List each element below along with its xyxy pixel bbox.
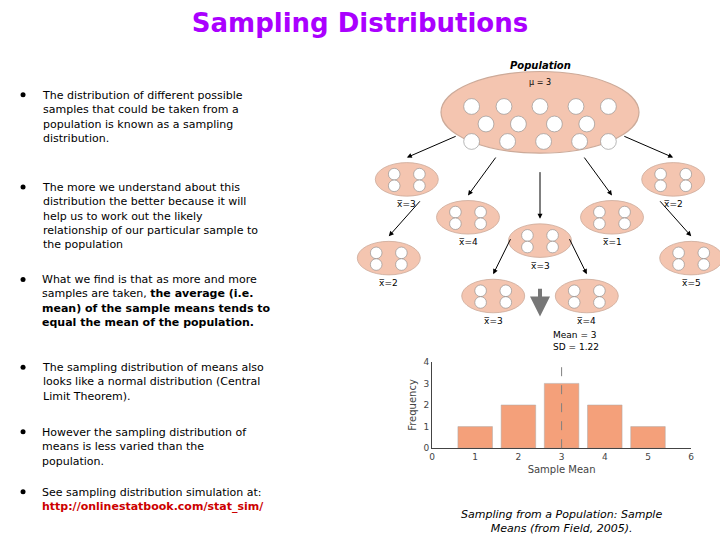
svg-text:0: 0 [423, 443, 429, 453]
svg-text:3: 3 [423, 379, 429, 389]
svg-text:Frequency: Frequency [407, 379, 418, 431]
svg-text:x̅=2: x̅=2 [379, 278, 398, 288]
svg-text:x̅=5: x̅=5 [682, 278, 701, 288]
svg-text:μ = 3: μ = 3 [529, 78, 551, 87]
svg-text:Sampling Distributions: Sampling Distributions [192, 8, 528, 38]
svg-text:The sampling distribution of m: The sampling distribution of means alsol… [42, 361, 264, 403]
svg-text:x̅=1: x̅=1 [603, 237, 622, 247]
svg-text:5: 5 [645, 452, 651, 462]
svg-text:x̅=4: x̅=4 [577, 316, 596, 326]
svg-text:x̅=2: x̅=2 [664, 199, 683, 209]
svg-text:x̅=4: x̅=4 [459, 237, 478, 247]
svg-text:Population: Population [510, 60, 571, 71]
svg-text:The more we understand about t: The more we understand about thisdistrib… [42, 181, 258, 251]
svg-text:0: 0 [429, 452, 435, 462]
svg-text:x̅=3: x̅=3 [397, 199, 416, 209]
svg-text:See sampling distribution simu: See sampling distribution simulation at:… [42, 486, 264, 513]
svg-text:However the sampling distribut: However the sampling distribution ofmean… [42, 426, 247, 468]
svg-text:Sample Mean: Sample Mean [528, 464, 596, 475]
svg-text:The distribution of different: The distribution of different possiblesa… [42, 89, 243, 145]
svg-text:2: 2 [516, 452, 522, 462]
svg-text:3: 3 [559, 452, 565, 462]
svg-text:1: 1 [472, 452, 478, 462]
svg-text:4: 4 [423, 357, 429, 367]
svg-text:x̅=3: x̅=3 [484, 316, 503, 326]
svg-text:What we find is that as more a: What we find is that as more and moresam… [42, 273, 271, 329]
svg-text:2: 2 [423, 400, 429, 410]
svg-text:6: 6 [688, 452, 694, 462]
svg-text:1: 1 [423, 422, 429, 432]
svg-text:Mean = 3SD = 1.22: Mean = 3SD = 1.22 [553, 330, 599, 352]
svg-text:x̅=3: x̅=3 [531, 261, 550, 271]
svg-text:Sampling from a Population: Sa: Sampling from a Population: SampleMeans … [461, 508, 662, 535]
svg-text:4: 4 [602, 452, 608, 462]
